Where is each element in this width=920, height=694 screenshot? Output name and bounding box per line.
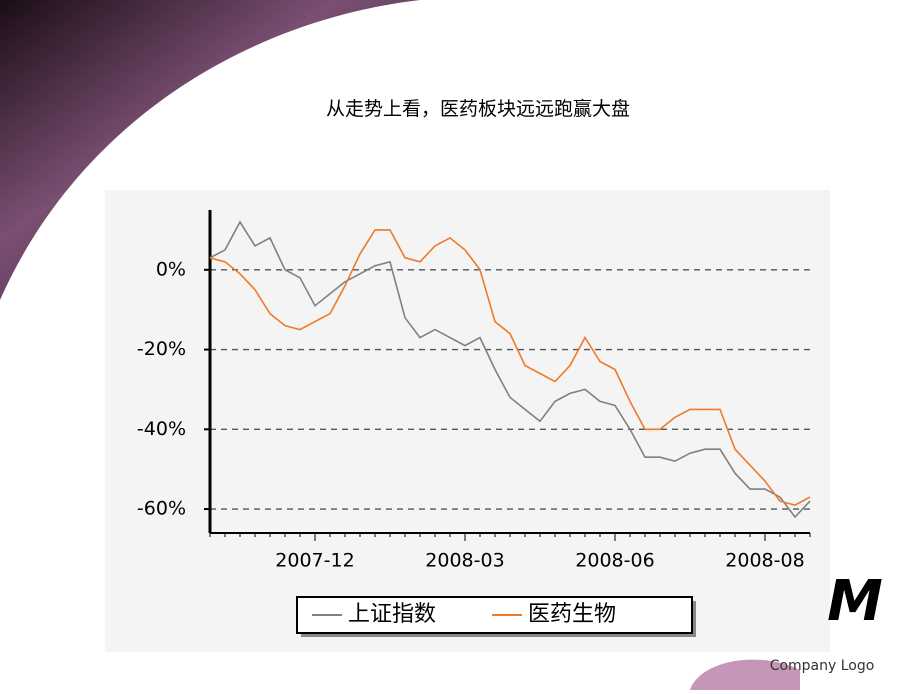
slide-title: 从走势上看，医药板块远远跑赢大盘 xyxy=(326,98,630,120)
decor-logo-arc xyxy=(690,659,800,690)
logo-mark: M xyxy=(827,569,883,634)
y-tick-label: -20% xyxy=(137,338,186,360)
x-tick-label: 2008-08 xyxy=(725,550,804,572)
legend-items: 上证指数 医药生物 xyxy=(312,602,616,627)
y-tick-label: -60% xyxy=(137,498,186,520)
plot: 0% -20% -40% -60% 2007-12 2008-03 2008-06 2008-… xyxy=(137,210,811,572)
legend-label: 医药生物 xyxy=(528,602,616,627)
series-line xyxy=(209,220,811,519)
y-tick-label: 0% xyxy=(156,258,186,280)
x-tick-label: 2007-12 xyxy=(275,550,354,572)
series-line xyxy=(209,229,811,506)
x-tick-label: 2008-03 xyxy=(425,550,504,572)
chart-background xyxy=(105,190,830,652)
logo-caption: Company Logo xyxy=(770,658,875,674)
legend xyxy=(296,596,693,634)
x-tick-label: 2008-06 xyxy=(575,550,654,572)
y-tick-label: -40% xyxy=(137,418,186,440)
decor-swoosh xyxy=(0,0,420,300)
legend-label: 上证指数 xyxy=(348,602,436,627)
